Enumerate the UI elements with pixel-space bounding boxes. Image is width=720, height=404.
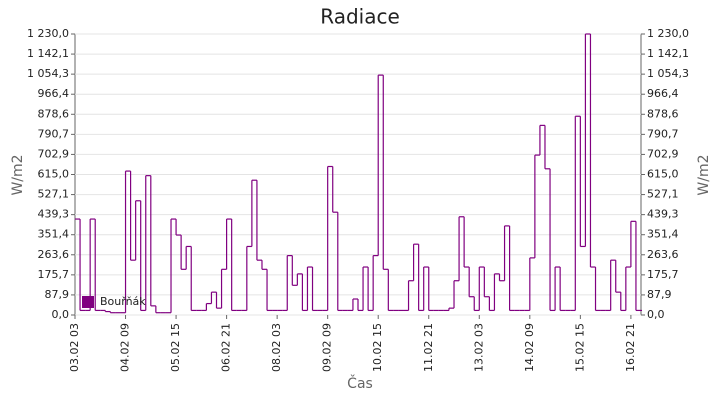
y2-tick-label: 439,3 xyxy=(647,208,679,221)
y-tick-label: 263,6 xyxy=(38,248,70,261)
x-tick-label: 13.02 03 xyxy=(472,323,485,372)
y-tick-label: 439,3 xyxy=(38,208,70,221)
y2-tick-label: 1 142,1 xyxy=(647,47,689,60)
y-tick-label: 966,4 xyxy=(38,87,70,100)
chart-title: Radiace xyxy=(320,5,400,29)
y-tick-label: 175,7 xyxy=(38,268,70,281)
y2-tick-label: 175,7 xyxy=(647,268,679,281)
y2-tick-label: 966,4 xyxy=(647,87,679,100)
x-tick-label: 14.02 09 xyxy=(523,323,536,372)
y2-tick-label: 527,1 xyxy=(647,188,679,201)
y2-tick-label: 702,9 xyxy=(647,147,679,160)
y2-axis-label: W/m2 xyxy=(696,154,712,195)
y2-tick-label: 790,7 xyxy=(647,127,679,140)
y2-tick-label: 1 054,3 xyxy=(647,67,689,80)
x-tick-label: 08.02 03 xyxy=(270,323,283,372)
y-tick-label: 87,9 xyxy=(45,288,70,301)
y-tick-label: 527,1 xyxy=(38,188,70,201)
y-tick-label: 702,9 xyxy=(38,147,70,160)
y-tick-label: 790,7 xyxy=(38,127,70,140)
y2-tick-label: 351,4 xyxy=(647,228,679,241)
y2-tick-label: 263,6 xyxy=(647,248,679,261)
y2-tick-label: 878,6 xyxy=(647,107,679,120)
y-tick-label: 1 054,3 xyxy=(27,67,69,80)
x-tick-label: 06.02 21 xyxy=(220,323,233,372)
y-tick-label: 878,6 xyxy=(38,107,70,120)
y-tick-label: 0,0 xyxy=(52,308,70,321)
y-axis-label: W/m2 xyxy=(10,154,26,195)
y-tick-label: 351,4 xyxy=(38,228,70,241)
x-tick-label: 09.02 09 xyxy=(321,323,334,372)
y2-tick-label: 615,0 xyxy=(647,168,679,181)
x-axis-label: Čas xyxy=(347,374,373,392)
legend-swatch xyxy=(82,296,94,308)
y-tick-label: 1 142,1 xyxy=(27,47,69,60)
y2-tick-label: 87,9 xyxy=(647,288,672,301)
y2-tick-label: 0,0 xyxy=(647,308,665,321)
x-tick-label: 11.02 21 xyxy=(422,323,435,372)
x-tick-label: 10.02 15 xyxy=(371,323,384,372)
y2-tick-label: 1 230,0 xyxy=(647,27,689,40)
y-tick-label: 1 230,0 xyxy=(27,27,69,40)
legend-label: Bouřňák xyxy=(100,295,146,308)
x-tick-label: 15.02 15 xyxy=(573,323,586,372)
x-tick-label: 16.02 21 xyxy=(624,323,637,372)
x-tick-label: 05.02 15 xyxy=(169,323,182,372)
x-tick-label: 03.02 03 xyxy=(68,323,81,372)
y-tick-label: 615,0 xyxy=(38,168,70,181)
x-tick-label: 04.02 09 xyxy=(119,323,132,372)
